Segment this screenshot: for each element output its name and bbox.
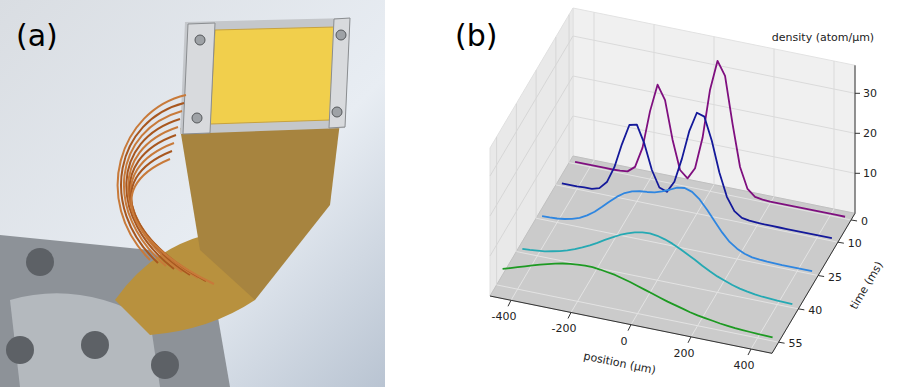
flange-hole [81,331,109,359]
axis-title: position (µm) [582,350,656,377]
grid [490,12,855,349]
tick-mark [855,133,860,134]
grid-line [573,36,855,93]
chip-mount [180,18,350,134]
axis-domain [855,65,856,213]
photo-background [0,0,385,387]
axes: -400 -200 0 200 400 position (µm) 0 10 25 40 55 tim… [490,31,886,377]
panel-label: (a) [16,18,58,53]
data-lines [503,61,845,338]
grid-line [834,61,835,209]
grid-line [556,185,838,242]
y-axis: 0 10 25 40 55 time (ms) [772,213,886,353]
flange-hole [151,351,179,379]
wire [131,143,198,278]
chart-panel: -400 -200 0 200 400 position (µm) 0 10 25 40 55 tim… [490,8,886,377]
tick-mark [628,325,631,331]
holder-block [180,122,340,300]
tick-label: -400 [492,310,517,323]
screw [332,107,342,117]
tick-mark [779,342,785,343]
grid-line [714,37,715,185]
density-line [575,61,845,217]
tick-mark [508,300,511,306]
axis-domain [490,296,772,353]
screw [195,35,205,45]
grid-line [594,12,595,160]
tick-label: 25 [828,271,842,284]
wire [131,151,206,281]
tick-label: 10 [848,237,862,250]
z-axis: 10 20 30 density (atom/µm) [772,31,877,213]
tick-label: 200 [674,347,695,360]
gold-chip [210,27,335,124]
grid-line [511,160,594,300]
grid-line [490,116,573,256]
grid-line [569,15,570,163]
tick-label: -200 [552,322,577,335]
grid-line [555,37,556,185]
tick-mark [748,349,751,355]
wire [128,127,182,272]
grid-line [516,104,517,252]
figure: (a) (b) -400 -200 0 200 400 position (µm) 0 10 25 4… [0,0,903,387]
density-line [542,188,812,271]
clamp [329,18,350,128]
flange-hole [6,336,34,364]
grid-line [497,285,779,342]
tick-label: 20 [863,127,877,140]
screw [336,30,346,40]
clamp [183,23,215,134]
grid-line [516,252,798,309]
tick-mark [851,220,857,221]
grid-line [774,49,775,197]
photo-panel [0,0,385,387]
tick-label: 30 [863,87,877,100]
tick-mark [838,242,844,243]
tick-label: 40 [808,304,822,317]
tick-mark [798,309,804,310]
density-line [522,232,792,304]
grid-line [536,70,537,218]
grid-line [490,76,573,216]
axis-title: density (atom/µm) [772,31,874,44]
tick-mark [855,93,860,94]
grid-line [496,137,497,285]
tick-mark [568,312,571,318]
tick-label: 400 [734,359,755,372]
tick-label: 0 [621,335,628,348]
tick-label: 10 [863,167,877,180]
panel-label: (b) [455,18,497,53]
grid-line [490,36,573,176]
tick-mark [688,337,691,343]
flange-hole [26,248,54,276]
grid-line [571,172,654,312]
tick-mark [855,173,860,174]
tick-mark [818,276,824,277]
wire [131,159,214,284]
tick-label: 0 [861,215,868,228]
x-axis: -400 -200 0 200 400 position (µm) [490,296,772,377]
axis-domain [772,213,855,353]
tick-label: 55 [789,337,803,350]
screw [192,113,202,123]
axis-title: time (ms) [847,259,885,312]
density-line [562,113,832,238]
